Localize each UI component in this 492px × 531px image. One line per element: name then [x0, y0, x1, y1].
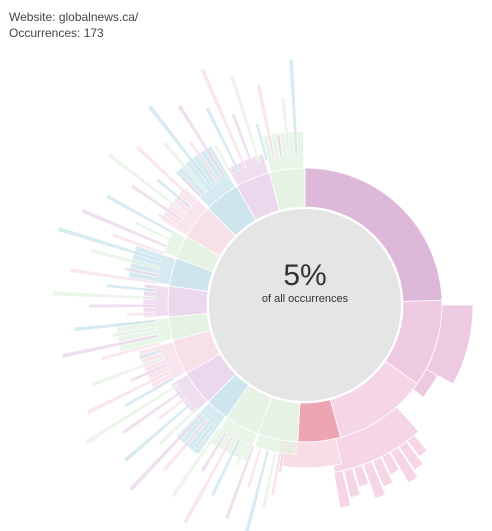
segment-wisp[interactable]: [105, 193, 175, 235]
segment-wisp[interactable]: [129, 362, 169, 383]
occurrences-value: 173: [83, 26, 104, 40]
segment-outer-sliver[interactable]: [343, 467, 361, 499]
segment-faded-outer[interactable]: [209, 417, 258, 462]
segment-grandchild-1[interactable]: [425, 304, 474, 385]
segment-outer-sliver[interactable]: [398, 440, 424, 471]
segment-wisp[interactable]: [188, 140, 221, 184]
segment-outer-sliver[interactable]: [381, 451, 400, 476]
segment-wisp[interactable]: [246, 447, 263, 489]
segment-wisp[interactable]: [80, 207, 168, 249]
segment-wisp[interactable]: [228, 74, 262, 164]
segment-wisp[interactable]: [106, 152, 188, 216]
segment-wisp[interactable]: [254, 122, 269, 161]
segment-wisp[interactable]: [193, 422, 216, 450]
segment-outer-sliver[interactable]: [389, 446, 419, 484]
website-label: Website:: [9, 10, 56, 24]
segment-wisp[interactable]: [121, 389, 184, 435]
segment-wisp[interactable]: [105, 283, 157, 293]
segment-wisp[interactable]: [242, 449, 270, 531]
segment-wisp[interactable]: [170, 427, 222, 499]
segment-wisp[interactable]: [182, 435, 235, 525]
segment-wisp[interactable]: [99, 341, 161, 362]
segment-wisp[interactable]: [122, 401, 194, 463]
segment-outer-sliver[interactable]: [371, 456, 394, 488]
segment-wisp[interactable]: [162, 417, 210, 473]
segment-wisp[interactable]: [61, 333, 159, 359]
segment-wisp[interactable]: [255, 83, 276, 160]
center-hub[interactable]: [209, 209, 401, 401]
segment-wisp[interactable]: [111, 326, 158, 338]
segment-wisp[interactable]: [209, 438, 242, 498]
segment-wisp[interactable]: [275, 134, 284, 158]
hover-info: Website: globalnews.ca/ Occurrences: 173: [9, 9, 138, 41]
segment-wisp[interactable]: [230, 112, 254, 166]
segment-wisp[interactable]: [213, 144, 234, 176]
segment-wisp[interactable]: [51, 290, 156, 300]
segment-outer-sliver[interactable]: [406, 434, 428, 458]
segment-wisp[interactable]: [123, 266, 159, 278]
segment-wisp[interactable]: [161, 140, 209, 194]
occurrences-label: Occurrences:: [9, 26, 81, 40]
segment-wisp[interactable]: [157, 407, 199, 446]
segment-wisp[interactable]: [204, 106, 241, 172]
segment-wisp[interactable]: [69, 267, 158, 285]
segment-faded-outer[interactable]: [170, 373, 208, 415]
segment-wisp[interactable]: [147, 104, 215, 189]
segment-outer-sliver[interactable]: [333, 470, 352, 509]
segment-wisp[interactable]: [134, 144, 198, 204]
segment-wisp[interactable]: [111, 232, 166, 256]
segment-wisp[interactable]: [73, 318, 157, 333]
segment-wisp[interactable]: [261, 451, 278, 509]
segment-wisp[interactable]: [270, 452, 282, 497]
segment-outer-sliver[interactable]: [353, 464, 370, 488]
website-row: Website: globalnews.ca/: [9, 9, 138, 25]
segment-wisp[interactable]: [130, 183, 183, 222]
segment-wisp[interactable]: [179, 174, 203, 199]
segment-outer-sliver[interactable]: [362, 460, 387, 500]
segment-wisp[interactable]: [280, 96, 291, 157]
website-value: globalnews.ca/: [58, 10, 139, 24]
segment-wisp[interactable]: [288, 58, 299, 156]
segment-wisp[interactable]: [138, 348, 164, 360]
segment-wisp[interactable]: [176, 103, 227, 180]
segment-wisp[interactable]: [85, 369, 172, 416]
segment-wisp[interactable]: [123, 376, 176, 408]
segment-wisp[interactable]: [91, 355, 166, 388]
segment-wisp[interactable]: [199, 431, 228, 474]
segment-wisp[interactable]: [89, 248, 161, 270]
segment-wisp[interactable]: [157, 395, 189, 421]
segment-wisp[interactable]: [88, 303, 156, 309]
segment-wisp[interactable]: [155, 177, 193, 210]
sunburst-rings[interactable]: [51, 58, 474, 531]
segment-wisp[interactable]: [125, 311, 156, 317]
segment-wisp[interactable]: [57, 226, 163, 263]
segment-wisp[interactable]: [128, 412, 204, 492]
segment-wisp[interactable]: [234, 441, 249, 468]
occurrences-row: Occurrences: 173: [9, 25, 138, 41]
segment-wisp[interactable]: [199, 67, 247, 169]
segment-wisp[interactable]: [156, 212, 179, 229]
segment-wisp[interactable]: [223, 444, 256, 521]
segment-wisp[interactable]: [83, 383, 180, 446]
segment-wisp[interactable]: [133, 220, 172, 242]
